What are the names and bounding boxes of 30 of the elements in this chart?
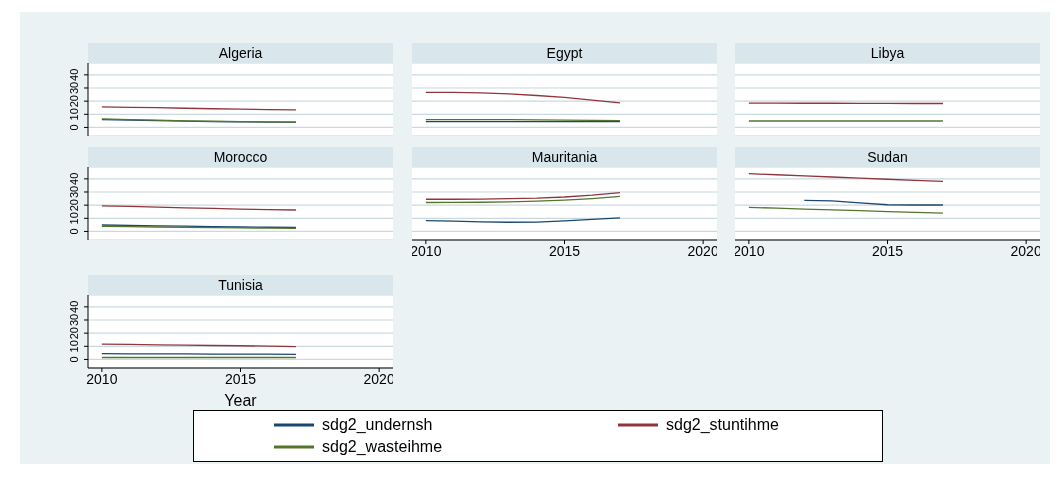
chart-title: Morocco — [88, 147, 393, 167]
y-tick-label: 30 — [68, 313, 80, 327]
legend-label: sdg2_stuntihme — [666, 416, 779, 434]
y-tick-label: 30 — [68, 185, 80, 199]
x-axis-title: Year — [223, 392, 258, 410]
chart-title: Libya — [735, 43, 1040, 63]
chart-title: Tunisia — [88, 275, 393, 295]
y-tick-label: 0 — [68, 124, 80, 131]
chart-title: Mauritania — [412, 147, 717, 167]
x-tick-label: 2015 — [548, 242, 581, 259]
x-tick-label: 2015 — [871, 242, 904, 259]
chart-title: Egypt — [412, 43, 717, 63]
y-tick-label: 10 — [68, 212, 80, 225]
chart-title: Sudan — [735, 147, 1040, 167]
legend-label: sdg2_undernsh — [322, 416, 433, 434]
chart-title: Algeria — [88, 43, 393, 63]
legend-label: sdg2_wasteihme — [322, 438, 443, 456]
y-tick-label: 40 — [68, 68, 80, 81]
y-tick-label: 10 — [68, 108, 80, 121]
x-tick-label: 2015 — [224, 370, 257, 387]
x-tick-label: 2010 — [86, 370, 118, 387]
y-tick-label: 10 — [68, 340, 80, 353]
y-tick-label: 30 — [68, 81, 80, 95]
y-tick-label: 0 — [68, 228, 80, 235]
y-tick-label: 20 — [68, 327, 80, 340]
y-tick-label: 20 — [68, 95, 80, 108]
y-tick-label: 0 — [68, 356, 80, 363]
y-tick-label: 40 — [68, 300, 80, 313]
y-tick-label: 40 — [68, 172, 80, 185]
y-tick-label: 20 — [68, 199, 80, 212]
